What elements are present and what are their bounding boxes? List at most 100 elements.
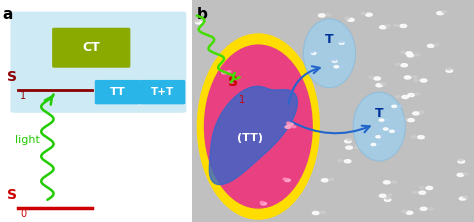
Circle shape bbox=[386, 25, 391, 27]
Circle shape bbox=[312, 211, 319, 214]
Circle shape bbox=[420, 207, 427, 210]
Circle shape bbox=[415, 54, 420, 56]
Circle shape bbox=[374, 77, 381, 80]
Ellipse shape bbox=[353, 92, 405, 161]
Circle shape bbox=[376, 136, 381, 138]
Circle shape bbox=[310, 51, 314, 53]
Circle shape bbox=[395, 130, 399, 132]
Circle shape bbox=[390, 130, 394, 132]
Circle shape bbox=[383, 128, 388, 130]
Circle shape bbox=[354, 146, 359, 149]
Text: 0: 0 bbox=[20, 209, 27, 219]
Circle shape bbox=[379, 194, 386, 197]
Circle shape bbox=[285, 126, 291, 128]
Circle shape bbox=[376, 84, 383, 87]
Circle shape bbox=[463, 196, 468, 198]
Circle shape bbox=[287, 122, 291, 124]
Circle shape bbox=[437, 12, 444, 15]
Circle shape bbox=[383, 181, 390, 184]
Circle shape bbox=[329, 178, 334, 180]
Circle shape bbox=[434, 44, 439, 46]
Circle shape bbox=[407, 54, 414, 57]
Circle shape bbox=[395, 96, 400, 98]
Circle shape bbox=[319, 14, 325, 17]
Circle shape bbox=[398, 105, 401, 107]
Circle shape bbox=[402, 118, 407, 120]
Circle shape bbox=[418, 136, 424, 139]
Circle shape bbox=[292, 126, 296, 128]
Circle shape bbox=[260, 201, 264, 203]
Circle shape bbox=[338, 160, 343, 162]
Circle shape bbox=[400, 24, 407, 28]
Circle shape bbox=[340, 65, 344, 67]
Circle shape bbox=[195, 21, 202, 24]
Circle shape bbox=[385, 197, 390, 199]
Circle shape bbox=[345, 140, 351, 143]
Circle shape bbox=[392, 181, 397, 183]
Circle shape bbox=[394, 24, 399, 26]
Circle shape bbox=[402, 95, 409, 99]
Circle shape bbox=[429, 208, 434, 210]
Circle shape bbox=[458, 160, 465, 163]
Circle shape bbox=[414, 79, 419, 81]
Circle shape bbox=[365, 13, 372, 16]
Circle shape bbox=[420, 79, 427, 82]
Circle shape bbox=[339, 41, 343, 43]
Circle shape bbox=[371, 143, 376, 146]
Circle shape bbox=[419, 191, 426, 194]
Circle shape bbox=[402, 210, 407, 212]
Circle shape bbox=[408, 119, 414, 122]
Circle shape bbox=[385, 119, 389, 121]
Circle shape bbox=[327, 14, 331, 16]
Circle shape bbox=[395, 63, 400, 65]
Circle shape bbox=[381, 135, 384, 137]
Circle shape bbox=[333, 59, 337, 61]
Polygon shape bbox=[210, 86, 297, 184]
Circle shape bbox=[381, 83, 386, 85]
Circle shape bbox=[415, 93, 419, 95]
Circle shape bbox=[284, 179, 290, 182]
Circle shape bbox=[458, 159, 463, 161]
FancyBboxPatch shape bbox=[10, 12, 186, 113]
FancyBboxPatch shape bbox=[139, 80, 185, 104]
Text: a: a bbox=[2, 7, 13, 22]
Circle shape bbox=[392, 105, 397, 107]
Circle shape bbox=[419, 187, 424, 189]
Text: S: S bbox=[228, 75, 238, 89]
Circle shape bbox=[419, 111, 424, 113]
Circle shape bbox=[261, 202, 266, 205]
Circle shape bbox=[361, 12, 366, 15]
Text: S: S bbox=[7, 188, 17, 202]
Circle shape bbox=[404, 76, 411, 79]
FancyBboxPatch shape bbox=[95, 80, 140, 104]
Text: CT: CT bbox=[82, 41, 100, 54]
Ellipse shape bbox=[197, 33, 320, 220]
Text: 1: 1 bbox=[20, 91, 27, 101]
Circle shape bbox=[459, 197, 466, 200]
FancyBboxPatch shape bbox=[52, 28, 130, 68]
Circle shape bbox=[287, 123, 293, 126]
Ellipse shape bbox=[204, 44, 313, 209]
Circle shape bbox=[347, 138, 352, 141]
Circle shape bbox=[194, 20, 199, 22]
Circle shape bbox=[320, 211, 325, 214]
Text: light: light bbox=[15, 135, 40, 145]
Text: (TT): (TT) bbox=[237, 133, 263, 143]
Text: T: T bbox=[375, 107, 383, 120]
Ellipse shape bbox=[303, 19, 356, 88]
Text: TT: TT bbox=[109, 87, 125, 97]
Text: T+T: T+T bbox=[150, 87, 174, 97]
Circle shape bbox=[227, 71, 231, 73]
Circle shape bbox=[406, 52, 412, 55]
Circle shape bbox=[283, 178, 287, 180]
Circle shape bbox=[413, 191, 418, 193]
Circle shape bbox=[412, 76, 417, 78]
Circle shape bbox=[378, 128, 382, 130]
Text: 1: 1 bbox=[239, 95, 245, 105]
Circle shape bbox=[426, 186, 433, 190]
Bar bbox=[192, 0, 474, 222]
Circle shape bbox=[347, 18, 354, 21]
Circle shape bbox=[401, 64, 408, 67]
Circle shape bbox=[332, 60, 337, 62]
Text: S: S bbox=[7, 70, 17, 84]
